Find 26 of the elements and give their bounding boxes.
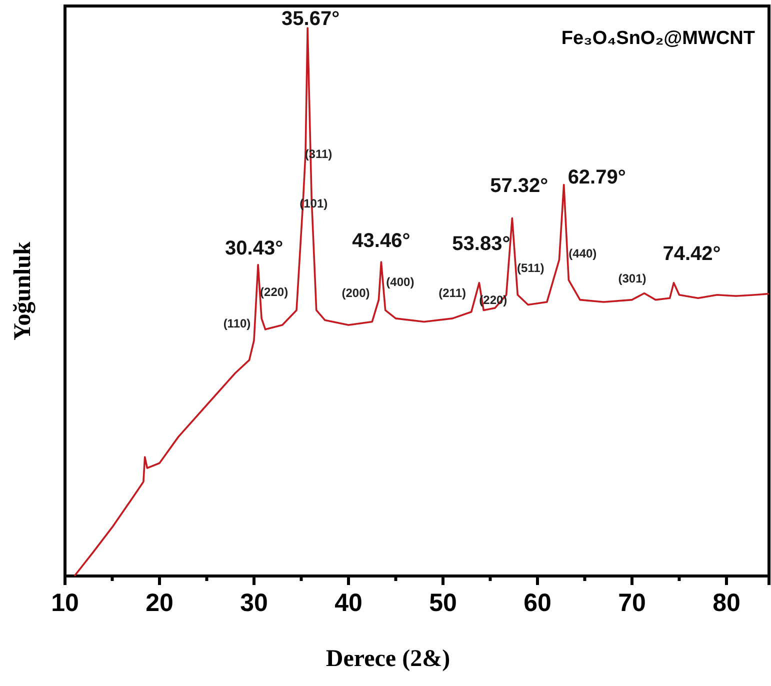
annotation: 57.32° <box>490 175 548 198</box>
x-tick-label: 60 <box>524 588 552 617</box>
annotation: 30.43° <box>225 238 284 260</box>
x-tick-label: 30 <box>240 588 268 617</box>
annotation: 35.67° <box>282 8 340 30</box>
annotation: (211) <box>438 286 466 300</box>
annotation: 53.83° <box>452 232 510 255</box>
x-axis-title: Derece (2&) <box>326 646 450 672</box>
x-tick-label: 70 <box>618 588 646 617</box>
x-tick-label: 10 <box>51 588 79 617</box>
annotation: (110) <box>223 316 251 331</box>
annotation: (301) <box>618 271 646 286</box>
annotation: (400) <box>386 275 414 290</box>
annotation: 74.42° <box>662 242 721 265</box>
annotation: Fe₃O₄SnO₂@MWCNT <box>561 28 756 49</box>
annotation: (220) <box>260 284 288 299</box>
annotation: 62.79° <box>568 166 626 189</box>
annotation: (511) <box>516 261 544 276</box>
annotation: (200) <box>342 286 370 300</box>
y-axis-title: Yoğunluk <box>10 240 36 340</box>
x-tick-label: 20 <box>146 588 174 617</box>
x-tick-label: 50 <box>429 588 457 617</box>
x-tick-label: 80 <box>712 588 740 617</box>
annotation: (440) <box>568 246 597 260</box>
x-tick-label: 40 <box>334 588 362 617</box>
annotation: 43.46° <box>352 230 410 252</box>
